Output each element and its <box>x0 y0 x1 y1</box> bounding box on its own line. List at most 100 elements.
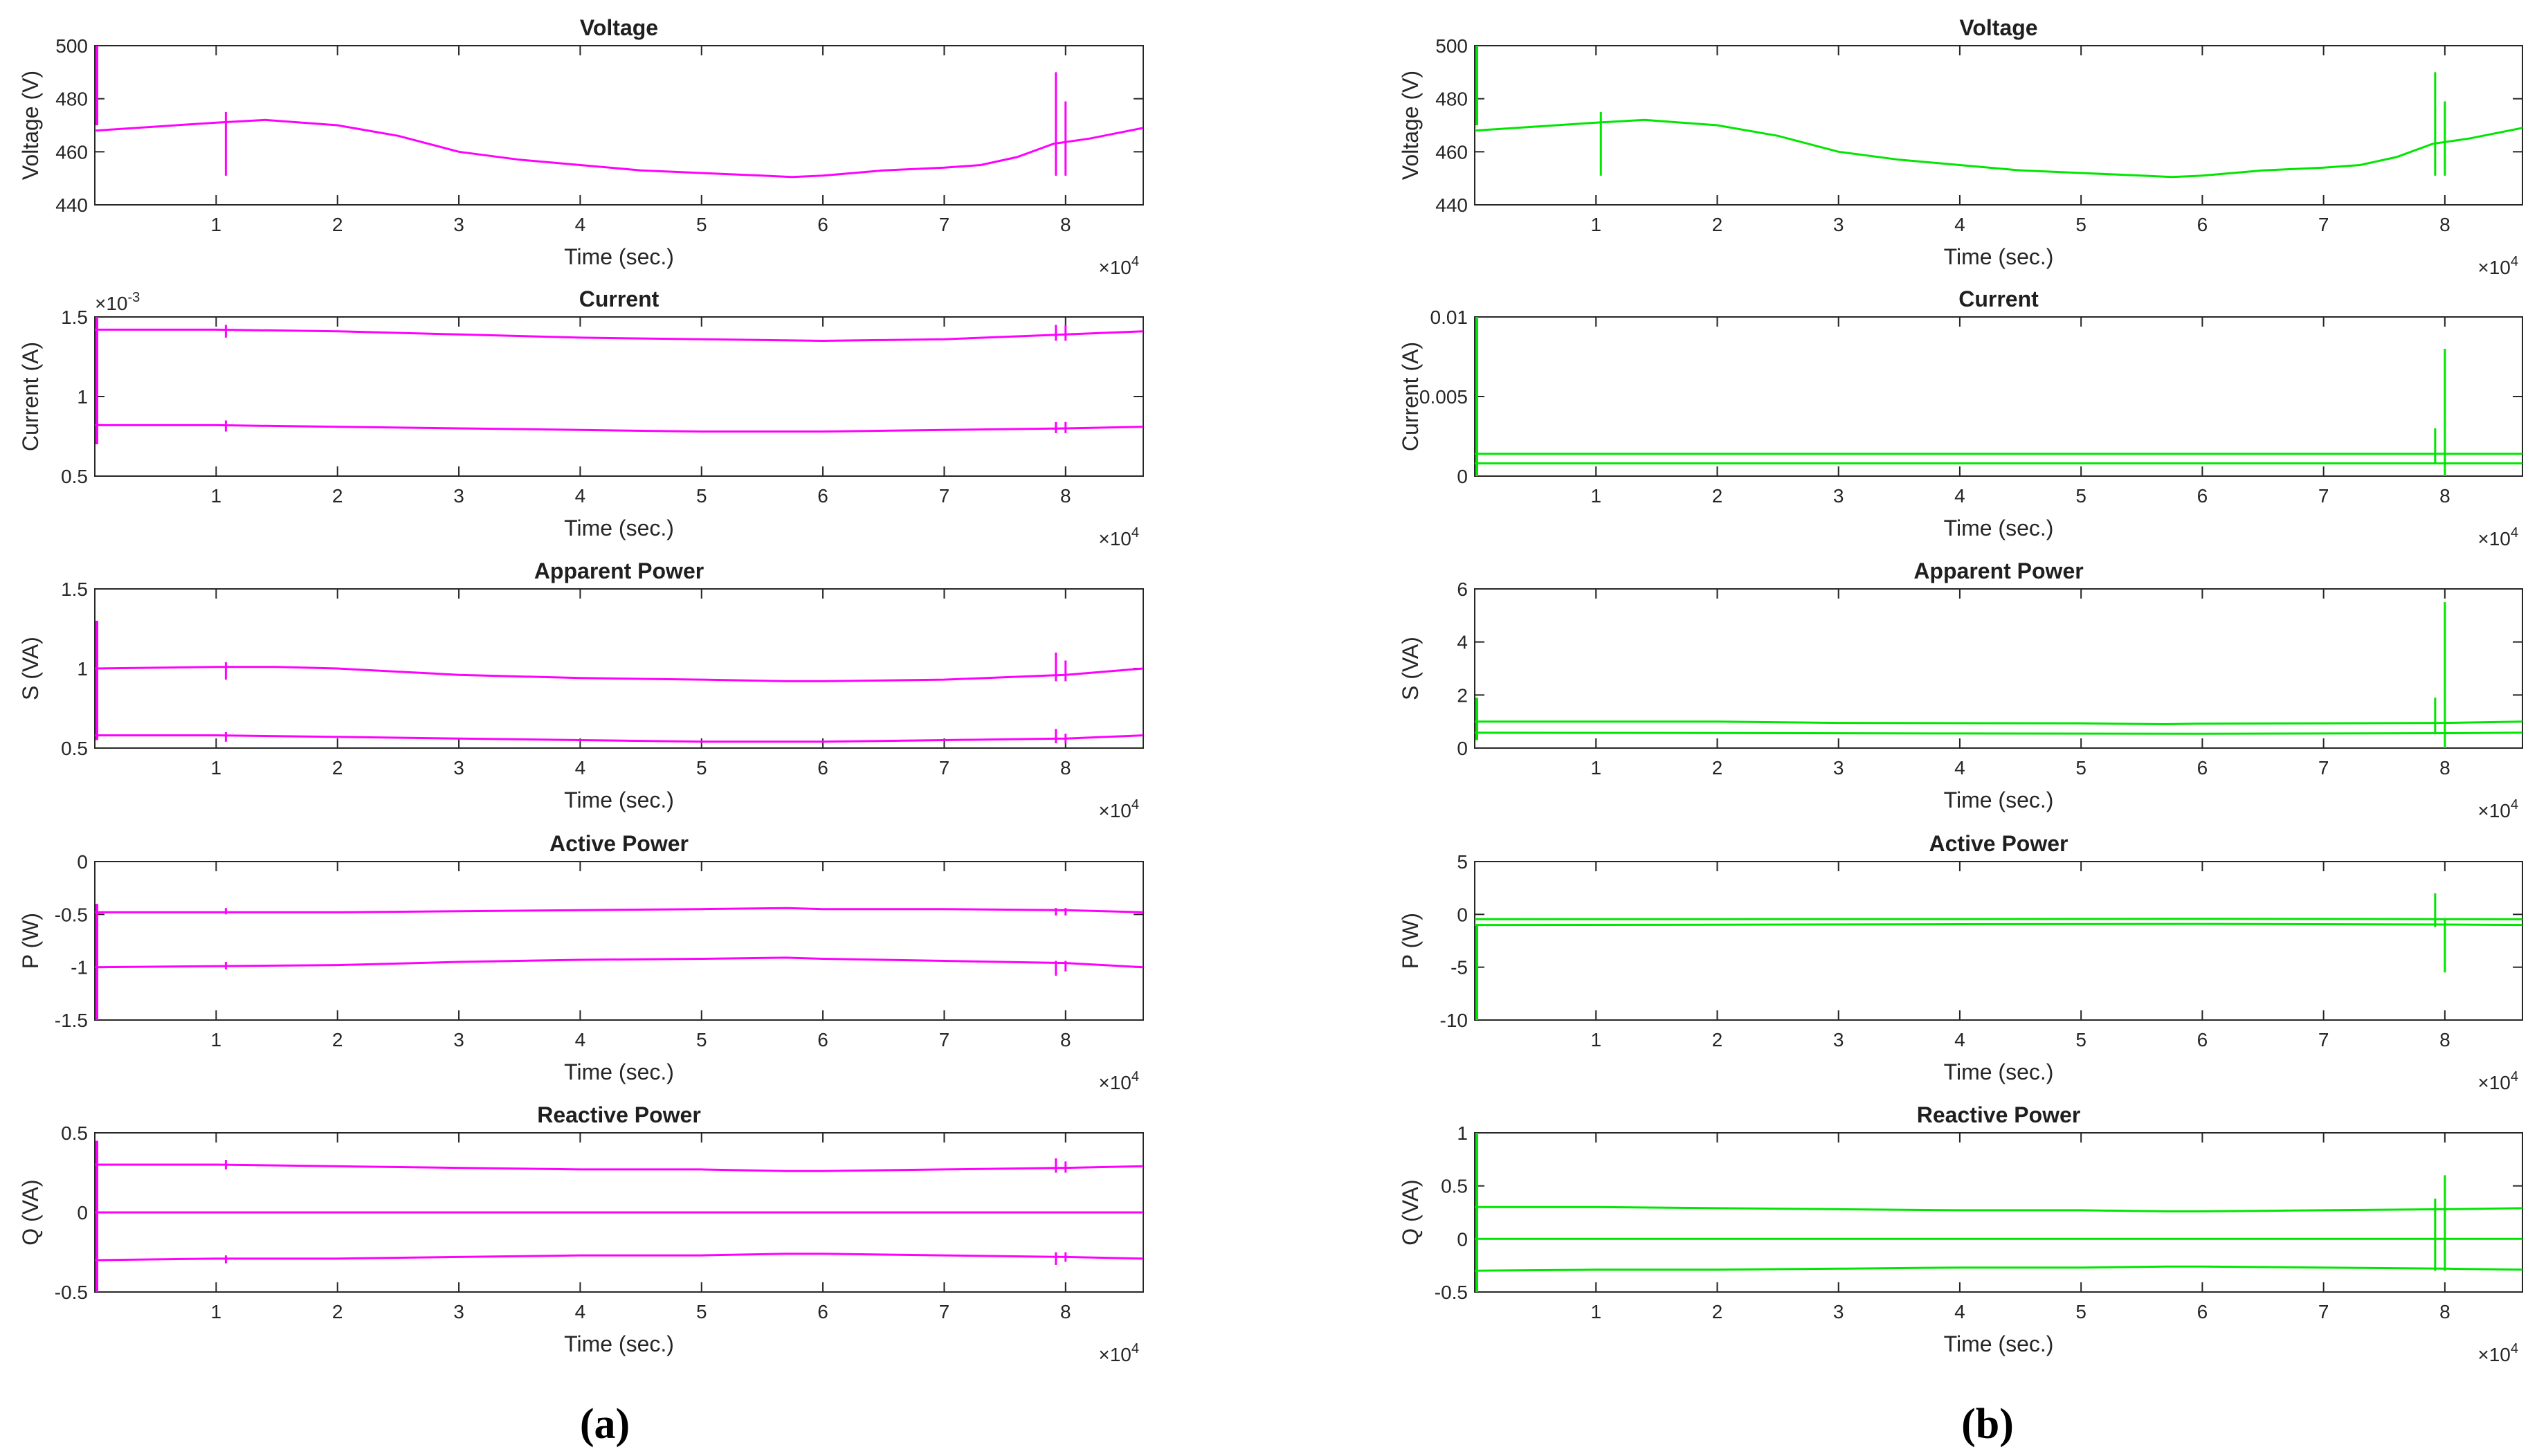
panel-a-current-axes-box <box>94 316 1144 477</box>
panel-a-reactive-power-xtick-label: 6 <box>817 1301 828 1322</box>
panel-a-current-x-multiplier: ×104 <box>1098 525 1139 549</box>
panel-b-active-power-ytick-label: -5 <box>1451 957 1468 979</box>
panel-b-current-xtick-label: 7 <box>2318 485 2329 507</box>
panel-a-active-power-ytick-label: -1.5 <box>55 1010 88 1031</box>
panel-b-voltage-xtick-label: 2 <box>1712 214 1723 235</box>
panel-b-reactive-power-series-lower <box>1475 1265 2522 1272</box>
panel-b-active-power-xtick-label: 5 <box>2075 1029 2086 1050</box>
panel-b-reactive-power-xtick-label: 3 <box>1833 1301 1844 1322</box>
panel-b-current-xtick-label: 8 <box>2439 485 2450 507</box>
panel-a-voltage-ytick-label: 440 <box>55 194 88 216</box>
panel-b-voltage-xtick-label: 4 <box>1954 214 1965 235</box>
panel-a-active-power-series-upper <box>95 907 1143 913</box>
panel-b-voltage-ytick-label: 440 <box>1435 194 1468 216</box>
panel-b-current-x-multiplier-exp: 4 <box>2511 525 2518 540</box>
panel-b-voltage-ylabel: Voltage (V) <box>1398 71 1423 180</box>
panel-b-active-power-series-upper <box>1475 918 2522 920</box>
panel-a-active-power-ylabel: P (W) <box>18 913 43 969</box>
panel-b-apparent-power-title: Apparent Power <box>1913 558 2083 583</box>
panel-a-voltage-x-multiplier-exp: 4 <box>1131 254 1139 269</box>
panel-b-active-power-title: Active Power <box>1929 831 2068 856</box>
panel-b-active-power-ylabel: P (W) <box>1398 913 1423 969</box>
panel-a-apparent-power-x-multiplier: ×104 <box>1098 797 1139 821</box>
panel-b-reactive-power-ytick-label: -0.5 <box>1435 1282 1468 1303</box>
panel-a-apparent-power-ylabel: S (VA) <box>18 637 43 700</box>
panel-a-reactive-power-ytick-label: 0 <box>77 1202 88 1223</box>
panel-a-active-power-x-multiplier: ×104 <box>1098 1069 1139 1093</box>
panel-a-current-xtick-label: 3 <box>453 485 464 507</box>
panel-a-current-ytick-label: 1 <box>77 386 88 408</box>
panel-a-voltage-xtick-label: 5 <box>696 214 707 235</box>
panel-b-reactive-power: 1 2 3 4 5 6 7 8 -0.5 0 0.5 1 Reactive Power Time (sec… <box>1398 1102 2523 1365</box>
panel-b-reactive-power-plot-area <box>1475 1133 2522 1292</box>
panel-b-apparent-power-ytick-label: 6 <box>1457 579 1468 600</box>
panel-a-voltage-plot-area <box>95 46 1143 179</box>
panel-a-active-power-xtick-label: 3 <box>453 1029 464 1050</box>
panel-b-current: 1 2 3 4 5 6 7 8 0 0.005 0.01 Current Time (sec.) Curr… <box>1398 286 2523 549</box>
caption-a: (a) <box>580 1401 630 1448</box>
panel-a-apparent-power-xtick-label: 5 <box>696 757 707 779</box>
panel-b-current-axes-box <box>1474 316 2523 477</box>
panel-b-reactive-power-x-multiplier: ×104 <box>2477 1341 2518 1365</box>
panel-a-current-y-multiplier-exp: -3 <box>128 290 140 305</box>
panel-b-current-x-multiplier-base: ×10 <box>2477 528 2511 549</box>
panel-b-apparent-power-xtick-label: 2 <box>1712 757 1723 779</box>
panel-a-voltage-title: Voltage <box>580 15 658 40</box>
panel-b-reactive-power-ytick-label: 0 <box>1457 1228 1468 1250</box>
panel-a-apparent-power-x-multiplier-base: ×10 <box>1098 800 1131 821</box>
panel-b-active-power-x-multiplier: ×104 <box>2477 1069 2518 1093</box>
panel-b-reactive-power-series-upper <box>1475 1205 2522 1212</box>
panel-a-voltage-xtick-label: 7 <box>939 214 950 235</box>
panel-b-voltage-ytick-label: 460 <box>1435 141 1468 163</box>
panel-b-current-plot-area <box>1475 317 2522 476</box>
panel-b-current-ytick-label: 0.005 <box>1419 386 1468 408</box>
panel-b-voltage-x-multiplier: ×104 <box>2477 254 2518 278</box>
panel-b-apparent-power-x-multiplier-base: ×10 <box>2477 800 2511 821</box>
panel-a-current-ytick-label: 1.5 <box>61 307 88 328</box>
panel-b-current-xtick-label: 4 <box>1954 485 1965 507</box>
panel-a-active-power-plot-area <box>95 904 1143 1020</box>
panel-b-apparent-power-xtick-label: 3 <box>1833 757 1844 779</box>
panel-b-active-power-ytick-label: -10 <box>1440 1010 1468 1031</box>
panel-b-reactive-power-xtick-label: 5 <box>2075 1301 2086 1322</box>
panel-a-apparent-power-x-multiplier-exp: 4 <box>1131 797 1139 812</box>
panel-a-apparent-power-ytick-label: 1.5 <box>61 579 88 600</box>
panel-a-apparent-power-series-lower <box>95 734 1143 743</box>
panel-b-reactive-power-x-multiplier-exp: 4 <box>2511 1341 2518 1356</box>
panel-a-apparent-power-xtick-label: 3 <box>453 757 464 779</box>
panel-b-apparent-power-xtick-label: 1 <box>1590 757 1601 779</box>
panel-a-current-xtick-label: 7 <box>939 485 950 507</box>
panel-b-current-xlabel: Time (sec.) <box>1944 516 2054 540</box>
panel-b-voltage-xtick-label: 8 <box>2439 214 2450 235</box>
panel-b-active-power-ytick-label: 0 <box>1457 904 1468 925</box>
panel-a-apparent-power: 1 2 3 4 5 6 7 8 0.5 1 1.5 Apparent Power Time (sec.)… <box>18 558 1144 821</box>
panel-b-voltage-xtick-label: 5 <box>2075 214 2086 235</box>
panel-a-reactive-power-ytick-label: -0.5 <box>55 1282 88 1303</box>
panel-a-reactive-power-xtick-label: 7 <box>939 1301 950 1322</box>
panel-b-voltage: 1 2 3 4 5 6 7 8 440 460 480 500 Voltage Time (sec.) Vo… <box>1398 15 2523 278</box>
panel-b-active-power-xlabel: Time (sec.) <box>1944 1059 2054 1084</box>
panel-b-voltage-ytick-label: 500 <box>1435 35 1468 57</box>
panel-b-current-xtick-label: 1 <box>1590 485 1601 507</box>
panel-b-apparent-power: 1 2 3 4 5 6 7 8 0 2 4 6 Apparent Power Time (sec.) S (… <box>1398 558 2523 821</box>
panel-b-voltage-xlabel: Time (sec.) <box>1944 244 2054 269</box>
panel-a-current-xtick-label: 8 <box>1060 485 1071 507</box>
panel-b-apparent-power-ytick-label: 4 <box>1457 632 1468 653</box>
panel-b-reactive-power-xtick-label: 8 <box>2439 1301 2450 1322</box>
panel-b-voltage-series-voltage <box>1475 118 2522 179</box>
panel-b-active-power: 1 2 3 4 5 6 7 8 -10 -5 0 5 Active Power Time (sec.) P … <box>1398 831 2523 1093</box>
panel-a-apparent-power-xtick-label: 7 <box>939 757 950 779</box>
panel-a-active-power-xtick-label: 7 <box>939 1029 950 1050</box>
panel-a-active-power-ytick-label: -0.5 <box>55 904 88 925</box>
panel-b-apparent-power-xtick-label: 5 <box>2075 757 2086 779</box>
panel-a-active-power: 1 2 3 4 5 6 7 8 -1.5 -1 -0.5 0 Active Power Time (sec… <box>18 831 1144 1093</box>
panel-b-reactive-power-xlabel: Time (sec.) <box>1944 1331 2054 1356</box>
panel-b-voltage-axes-box <box>1474 45 2523 206</box>
panel-a-voltage-axes-box <box>94 45 1144 206</box>
panel-a-voltage-xtick-label: 6 <box>817 214 828 235</box>
panel-b-reactive-power-xtick-label: 6 <box>2197 1301 2208 1322</box>
panel-a-active-power-title: Active Power <box>549 831 689 856</box>
panel-b-reactive-power-ytick-label: 0.5 <box>1441 1176 1468 1197</box>
panel-b-active-power-xtick-label: 8 <box>2439 1029 2450 1050</box>
